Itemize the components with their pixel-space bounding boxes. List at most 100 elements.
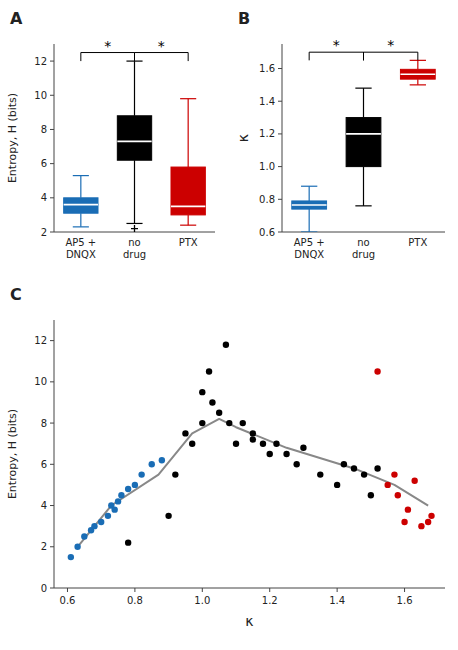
x-tick-label: nodrug <box>123 237 146 260</box>
significance-bracket <box>364 52 418 60</box>
whisker-cap-lower <box>126 223 142 224</box>
scatter-point <box>418 523 424 529</box>
text-line: PTX <box>408 237 427 248</box>
whisker-cap-lower <box>410 84 426 85</box>
y-tick <box>50 197 54 198</box>
scatter-point <box>149 461 155 467</box>
x-tick-label: 1.4 <box>329 595 345 606</box>
y-tick-label: 0 <box>41 583 47 594</box>
x-tick <box>202 588 203 592</box>
significance-bracket <box>135 53 189 62</box>
y-tick-label: 0.6 <box>259 227 275 238</box>
scatter-point <box>115 498 121 504</box>
scatter-point <box>199 389 205 395</box>
text-line: AP5 + <box>294 237 325 248</box>
significance-label: * <box>104 38 111 54</box>
box <box>400 69 435 79</box>
y-tick <box>278 68 282 69</box>
y-tick-label: 10 <box>34 376 47 387</box>
scatter-point <box>132 482 138 488</box>
scatter-point <box>384 482 390 488</box>
whisker-cap-lower <box>73 226 89 227</box>
text-line: AP5 + <box>65 237 96 248</box>
x-axis-label: κ <box>245 613 253 629</box>
scatter-point <box>159 457 165 463</box>
y-tick <box>50 423 54 424</box>
whisker-lower <box>188 215 189 225</box>
whisker-upper <box>363 88 364 117</box>
y-tick <box>278 133 282 134</box>
scatter-point <box>74 544 80 550</box>
trend-line <box>78 419 429 547</box>
y-tick-label: 1.6 <box>259 63 275 74</box>
y-axis-line <box>282 44 283 232</box>
scatter-point <box>341 461 347 467</box>
y-tick-label: 12 <box>34 56 47 67</box>
y-tick-label: 1.2 <box>259 128 275 139</box>
significance-label: * <box>387 37 394 53</box>
scatter-point <box>118 492 124 498</box>
scatter-point <box>374 368 380 374</box>
y-tick <box>50 129 54 130</box>
x-axis-line <box>54 588 445 589</box>
whisker-cap-upper <box>180 98 196 99</box>
scatter-point <box>68 554 74 560</box>
significance-label: * <box>333 37 340 53</box>
y-tick <box>50 340 54 341</box>
x-tick-label: AP5 +DNQX <box>65 237 96 260</box>
y-tick-label: 12 <box>34 335 47 346</box>
scatter-point <box>361 471 367 477</box>
y-tick <box>50 464 54 465</box>
whisker-lower <box>80 213 81 227</box>
x-tick <box>67 588 68 592</box>
scatter-point <box>351 465 357 471</box>
whisker-upper <box>134 61 135 116</box>
whisker-cap-lower <box>180 225 196 226</box>
y-tick <box>50 381 54 382</box>
scatter-point <box>395 492 401 498</box>
scatter-point <box>317 471 323 477</box>
scatter-point <box>405 506 411 512</box>
scatter-point <box>105 513 111 519</box>
plot-marks <box>64 61 206 232</box>
whisker-upper <box>80 176 81 198</box>
panel-title: A <box>10 9 23 28</box>
box <box>346 118 381 167</box>
text-line: DNQX <box>294 249 324 260</box>
text-line: drug <box>123 249 146 260</box>
x-tick-label: nodrug <box>352 237 375 260</box>
box <box>292 201 327 209</box>
text-line: PTX <box>179 237 198 248</box>
y-tick-label: 4 <box>41 192 47 203</box>
y-tick <box>50 232 54 233</box>
x-tick-label: 1.6 <box>397 595 413 606</box>
scatter-point <box>300 445 306 451</box>
scatter-point <box>199 420 205 426</box>
whisker-upper <box>417 60 418 69</box>
scatter-point <box>273 440 279 446</box>
y-axis-line <box>54 44 55 232</box>
scatter-point <box>293 461 299 467</box>
y-tick <box>50 588 54 589</box>
scatter-point <box>233 440 239 446</box>
y-tick <box>50 61 54 62</box>
x-tick-label: 1.0 <box>194 595 210 606</box>
text-line: DNQX <box>66 249 96 260</box>
x-tick <box>269 588 270 592</box>
scatter-point <box>189 440 195 446</box>
x-tick-label: PTX <box>408 237 427 248</box>
median <box>117 141 151 143</box>
x-tick-label: 0.6 <box>60 595 76 606</box>
flier <box>131 225 138 232</box>
box <box>171 167 205 215</box>
y-tick <box>50 546 54 547</box>
panel-title: C <box>10 285 22 304</box>
y-tick-label: 6 <box>41 459 47 470</box>
median <box>400 73 435 75</box>
y-tick <box>278 101 282 102</box>
whisker-cap-upper <box>355 88 371 89</box>
scatter-point <box>250 430 256 436</box>
x-tick <box>404 588 405 592</box>
median <box>171 206 205 208</box>
scatter-point <box>250 436 256 442</box>
